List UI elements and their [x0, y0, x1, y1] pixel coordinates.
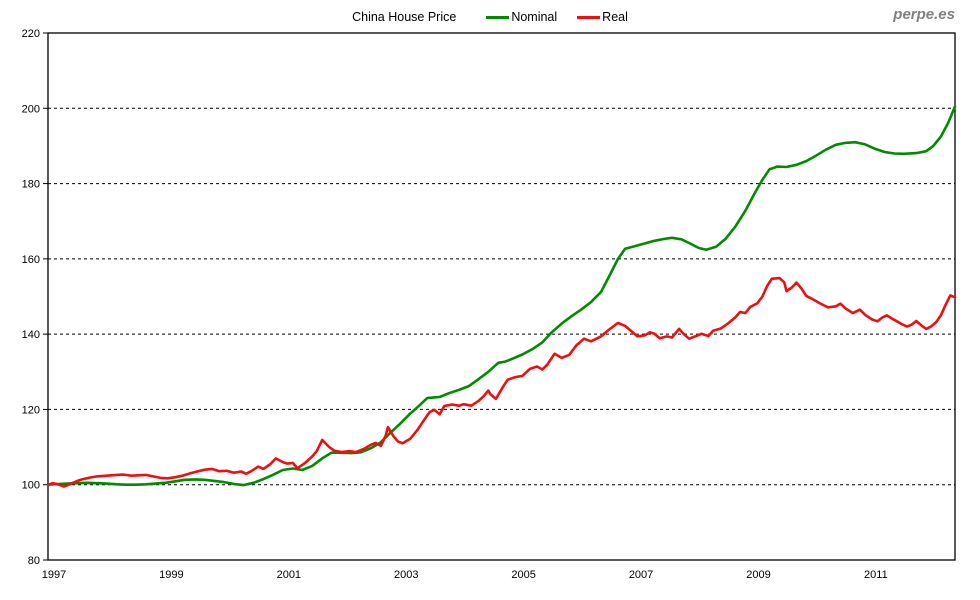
- x-tick-label: 2009: [746, 569, 770, 581]
- y-axis-labels: 80 100 120 140 160 180 200 220: [22, 28, 40, 567]
- real-line-swatch-icon: [577, 15, 601, 19]
- chart-header: China House Price Nominal Real: [0, 6, 980, 28]
- nominal-line-swatch-icon: [486, 15, 510, 19]
- x-tick-label: 2003: [394, 569, 418, 581]
- series-line-nominal: [46, 105, 957, 487]
- series-line-real: [46, 276, 957, 488]
- legend-item-nominal: Nominal: [486, 10, 557, 24]
- x-axis-labels: 1997 1999 2001 2003 2005 2007 2009 2011: [42, 569, 888, 581]
- legend: Nominal Real: [486, 10, 628, 24]
- x-tick-label: 2001: [277, 569, 301, 581]
- y-gridlines: [48, 107, 955, 486]
- y-tick-label: 100: [22, 480, 40, 492]
- x-tick-label: 2007: [629, 569, 653, 581]
- y-tick-label: 200: [22, 103, 40, 115]
- chart-title: China House Price: [352, 10, 457, 24]
- x-tick-label: 1999: [159, 569, 183, 581]
- y-tick-label: 220: [22, 28, 40, 40]
- x-tick-label: 2011: [864, 569, 888, 581]
- x-tick-label: 2005: [511, 569, 535, 581]
- y-axis-ticks: [43, 32, 48, 561]
- legend-label-real: Real: [602, 10, 628, 24]
- y-tick-label: 80: [28, 555, 40, 567]
- y-tick-label: 160: [22, 254, 40, 266]
- y-tick-label: 120: [22, 404, 40, 416]
- legend-item-real: Real: [577, 10, 628, 24]
- y-tick-label: 140: [22, 329, 40, 341]
- y-tick-label: 180: [22, 179, 40, 191]
- legend-label-nominal: Nominal: [511, 10, 558, 24]
- watermark: perpe.es: [893, 6, 955, 23]
- x-tick-label: 1997: [42, 569, 66, 581]
